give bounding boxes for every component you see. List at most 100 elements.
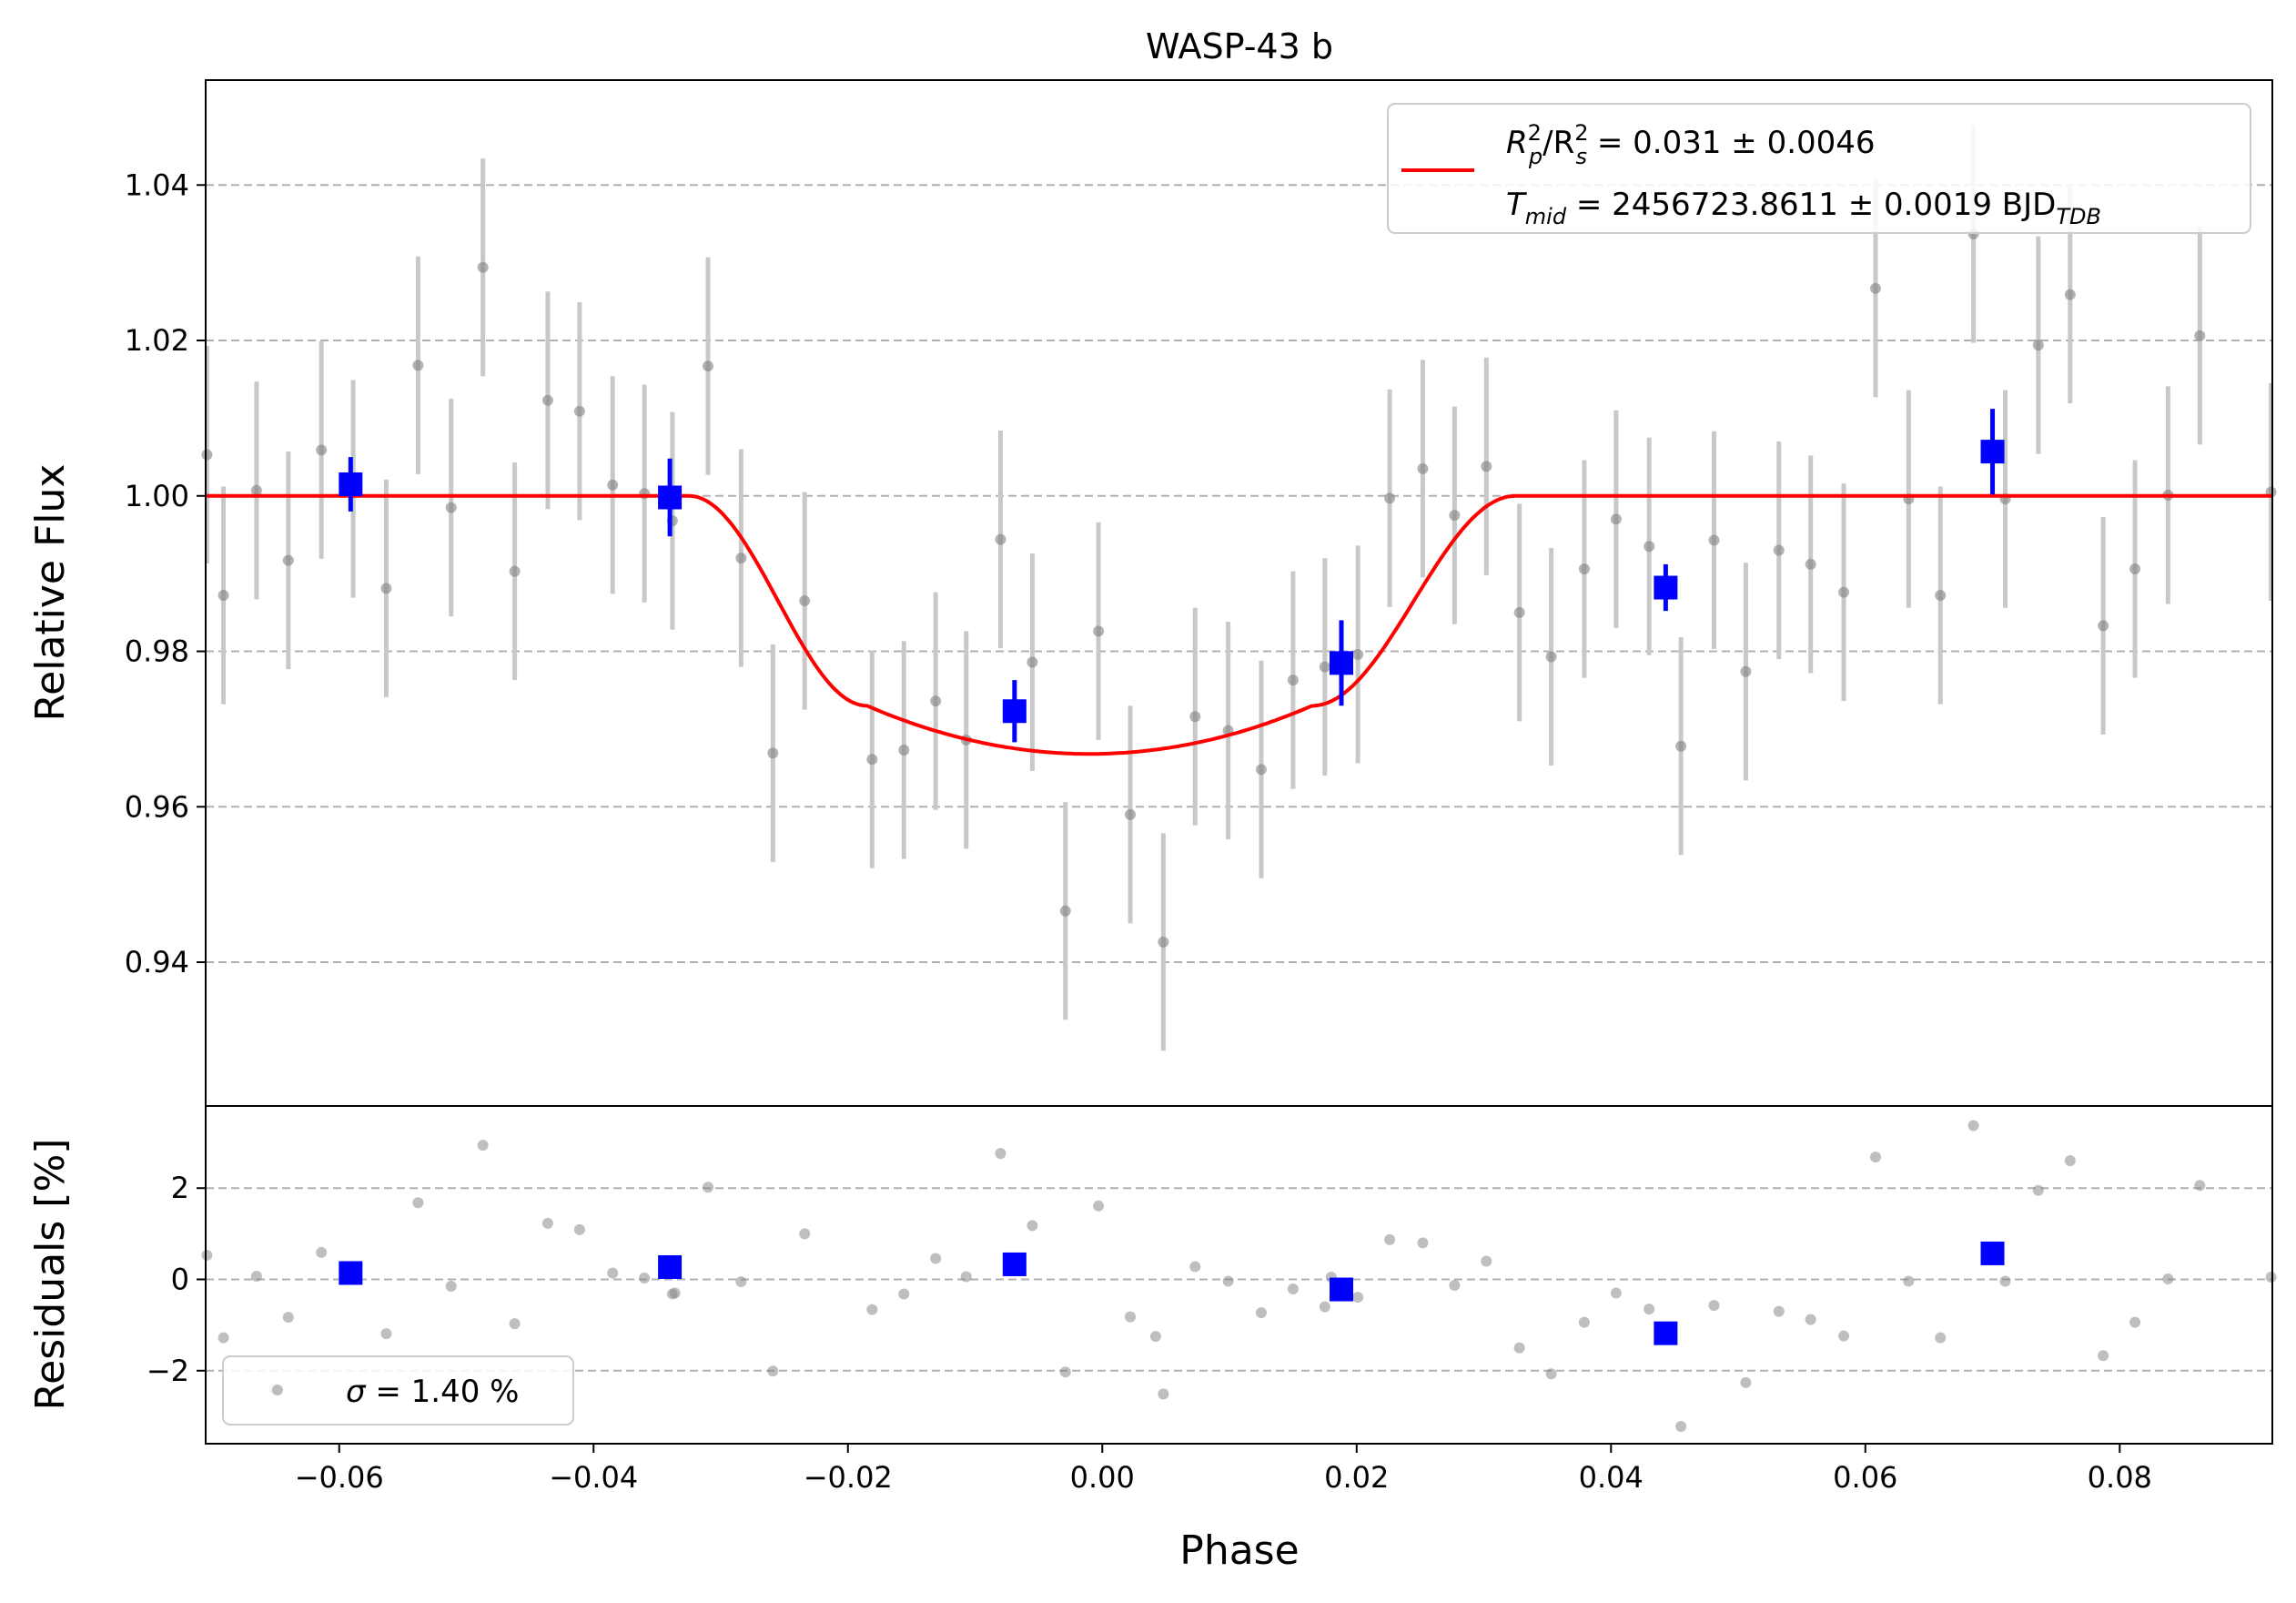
residual-point: [1999, 1275, 2011, 1287]
raw-point: [1740, 665, 1752, 677]
xtick-label: 0.02: [1324, 1460, 1389, 1495]
binned-residual-point: [1002, 1252, 1027, 1276]
raw-point: [477, 261, 489, 273]
raw-point: [1158, 936, 1169, 948]
residual-point: [2162, 1273, 2174, 1285]
xtick-label: −0.06: [295, 1460, 384, 1495]
x-axis-label: Phase: [1179, 1527, 1299, 1574]
residual-point: [995, 1148, 1006, 1160]
xtick-label: 0.08: [2088, 1460, 2152, 1495]
raw-point: [1384, 492, 1396, 504]
legend-line-1: R2 p/R2 s = 0.031 ± 0.0046: [1506, 120, 1876, 169]
residual-point: [2098, 1350, 2109, 1362]
raw-point: [1189, 711, 1201, 723]
residual-point: [1059, 1366, 1071, 1378]
bottom-raw-points: [201, 1120, 2277, 1432]
legend-sigma: σ = 1.40 %: [346, 1374, 519, 1410]
binned-residual-point: [339, 1261, 363, 1285]
top-ytick-label: 1.04: [125, 167, 189, 202]
raw-point: [1578, 563, 1590, 575]
bottom-ytick-label: 2: [171, 1171, 189, 1205]
residual-point: [1319, 1301, 1330, 1313]
residual-point: [1384, 1233, 1396, 1245]
bottom-legend: σ = 1.40 %: [222, 1355, 574, 1425]
residual-point: [1805, 1314, 1816, 1325]
raw-point: [2032, 340, 2044, 351]
residual-point: [509, 1318, 521, 1330]
residual-point: [541, 1217, 553, 1229]
residual-point: [1708, 1300, 1720, 1312]
residual-point: [639, 1273, 651, 1284]
residual-point: [703, 1182, 714, 1193]
raw-point: [1449, 510, 1461, 522]
raw-point: [898, 744, 910, 756]
legend-raw-marker: [272, 1385, 283, 1395]
residual-point: [1449, 1280, 1461, 1292]
bottom-ytick-label: 0: [171, 1263, 189, 1297]
residual-point: [1481, 1255, 1492, 1267]
residual-point: [1222, 1275, 1234, 1287]
legend-line-2: Tmid = 2456723.8611 ± 0.0019 BJDTDB: [1506, 187, 2101, 229]
residual-point: [2129, 1316, 2141, 1328]
raw-point: [1352, 648, 1364, 660]
xtick-label: −0.02: [804, 1460, 893, 1495]
residual-point: [2032, 1184, 2044, 1196]
raw-point: [573, 405, 585, 417]
top-legend: R2 p/R2 s = 0.031 ± 0.0046 Tmid = 2456723.…: [1387, 103, 2251, 234]
raw-point: [201, 449, 213, 461]
raw-point: [1675, 740, 1687, 752]
bottom-y-axis-label: Residuals [%]: [27, 1139, 74, 1411]
raw-point: [316, 444, 328, 456]
residual-point: [1903, 1275, 1915, 1287]
residual-point: [1027, 1220, 1038, 1232]
top-ytick-label: 0.96: [125, 789, 189, 824]
xtick-label: 0.06: [1833, 1460, 1897, 1495]
raw-point: [445, 502, 457, 513]
residual-point: [767, 1365, 779, 1377]
raw-point: [282, 554, 294, 566]
raw-point: [1838, 586, 1850, 598]
residual-point: [1352, 1292, 1364, 1304]
binned-point: [1002, 699, 1027, 724]
binned-point: [339, 472, 363, 496]
top-model-curve: [206, 493, 2272, 756]
raw-point: [541, 394, 553, 406]
raw-point: [607, 479, 619, 491]
raw-point: [1708, 534, 1720, 546]
raw-point: [866, 754, 878, 766]
raw-point: [2194, 330, 2206, 341]
raw-point: [799, 595, 811, 607]
raw-point: [1869, 282, 1881, 294]
raw-point: [412, 360, 424, 371]
residual-point: [1125, 1311, 1137, 1323]
top-binned-points: [339, 409, 2005, 743]
top-ytick-label: 1.02: [125, 323, 189, 358]
residual-point: [1675, 1420, 1687, 1432]
top-ytick-label: 0.94: [125, 945, 189, 979]
binned-point: [1980, 440, 2005, 464]
residual-point: [1644, 1304, 1655, 1315]
residual-point: [217, 1332, 229, 1344]
residual-point: [735, 1276, 747, 1288]
raw-point: [995, 533, 1006, 545]
raw-point: [217, 590, 229, 602]
bottom-ytick-label: −2: [147, 1354, 189, 1388]
bottom-axes-frame: [205, 1105, 2273, 1445]
raw-point: [1027, 656, 1038, 668]
raw-point: [1059, 905, 1071, 917]
residual-point: [282, 1312, 294, 1324]
raw-point: [1773, 544, 1785, 556]
bottom-y-ticks: −2 0 2: [147, 1171, 206, 1388]
raw-point: [1545, 651, 1557, 663]
model-curve: [206, 493, 2272, 756]
residual-point: [1773, 1305, 1785, 1317]
residual-point: [1093, 1200, 1105, 1212]
residual-point: [1417, 1237, 1429, 1249]
xtick-label: 0.04: [1579, 1460, 1644, 1495]
residual-point: [1740, 1376, 1752, 1388]
raw-point: [2098, 620, 2109, 632]
residual-point: [1158, 1388, 1169, 1400]
residual-point: [477, 1140, 489, 1152]
top-y-ticks: 0.94 0.96 0.98 1.00 1.02 1.04: [125, 167, 206, 979]
raw-point: [1513, 606, 1525, 618]
